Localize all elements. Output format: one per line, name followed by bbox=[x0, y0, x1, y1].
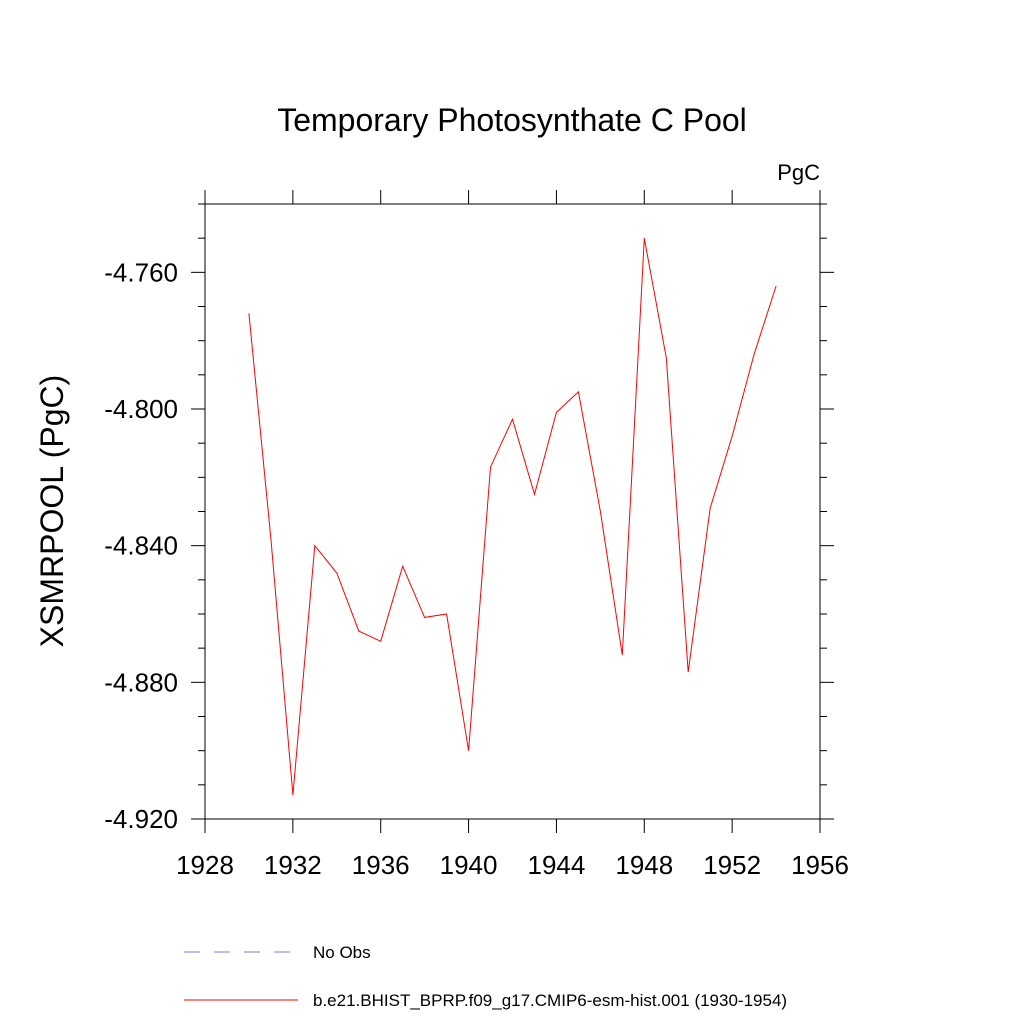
x-tick-label: 1956 bbox=[791, 850, 849, 880]
legend: No Obs b.e21.BHIST_BPRP.f09_g17.CMIP6-esm… bbox=[184, 943, 787, 1010]
series-line bbox=[248, 238, 777, 796]
x-tick-label: 1936 bbox=[352, 850, 410, 880]
x-tick-label: 1928 bbox=[176, 850, 234, 880]
plot-frame bbox=[204, 203, 821, 820]
x-tick-label: 1944 bbox=[528, 850, 586, 880]
legend-label: b.e21.BHIST_BPRP.f09_g17.CMIP6-esm-hist.… bbox=[313, 991, 787, 1010]
x-tick-label: 1952 bbox=[703, 850, 761, 880]
x-tick-label: 1948 bbox=[615, 850, 673, 880]
y-tick-label: -4.800 bbox=[104, 394, 178, 424]
legend-label: No Obs bbox=[313, 943, 371, 962]
series-layer bbox=[248, 238, 777, 796]
y-tick-label: -4.840 bbox=[104, 531, 178, 561]
units-label: PgC bbox=[777, 160, 820, 185]
y-tick-label: -4.920 bbox=[104, 804, 178, 834]
y-tick-label: -4.760 bbox=[104, 257, 178, 287]
chart-title: Temporary Photosynthate C Pool bbox=[277, 102, 747, 138]
x-tick-label: 1932 bbox=[264, 850, 322, 880]
axis-ticks: 1928 1932 1936 1940 1944 1948 1952 1956 -4.920 -4… bbox=[104, 190, 849, 880]
y-axis-label: XSMRPOOL (PgC) bbox=[34, 375, 70, 648]
y-tick-label: -4.880 bbox=[104, 667, 178, 697]
x-tick-label: 1940 bbox=[440, 850, 498, 880]
